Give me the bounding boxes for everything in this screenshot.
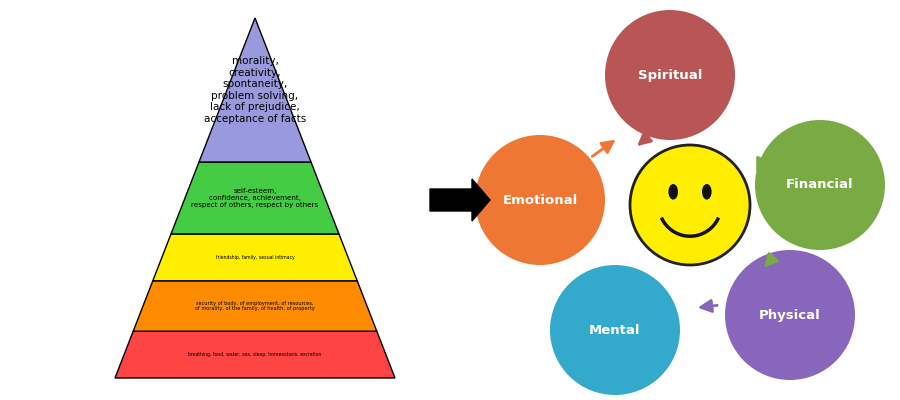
Polygon shape [199, 18, 311, 162]
Polygon shape [171, 162, 339, 234]
Text: morality,
creativity,
spontaneity,
problem solving,
lack of prejudice,
acceptanc: morality, creativity, spontaneity, probl… [204, 56, 306, 124]
Ellipse shape [669, 184, 678, 200]
Text: friendship, family, sexual intimacy: friendship, family, sexual intimacy [216, 255, 294, 260]
Text: security of body, of employment, of resources,
of morality, of the family, of he: security of body, of employment, of reso… [195, 301, 315, 311]
Circle shape [630, 145, 750, 265]
Text: self-esteem,
confidence, achievement,
respect of others, respect by others: self-esteem, confidence, achievement, re… [192, 188, 319, 208]
Text: Emotional: Emotional [502, 194, 578, 206]
Text: Physical: Physical [759, 308, 821, 322]
Circle shape [550, 265, 680, 395]
Text: Mental: Mental [590, 324, 641, 336]
Text: breathing, food, water, sex, sleep, homeostasis, excretion: breathing, food, water, sex, sleep, home… [188, 352, 321, 357]
Circle shape [725, 250, 855, 380]
Polygon shape [153, 234, 357, 281]
Polygon shape [115, 331, 395, 378]
Polygon shape [133, 281, 377, 331]
FancyArrow shape [430, 179, 490, 221]
Ellipse shape [702, 184, 712, 200]
Circle shape [755, 120, 885, 250]
Circle shape [475, 135, 605, 265]
Text: Spiritual: Spiritual [638, 68, 702, 82]
Text: Financial: Financial [787, 178, 854, 192]
Circle shape [605, 10, 735, 140]
